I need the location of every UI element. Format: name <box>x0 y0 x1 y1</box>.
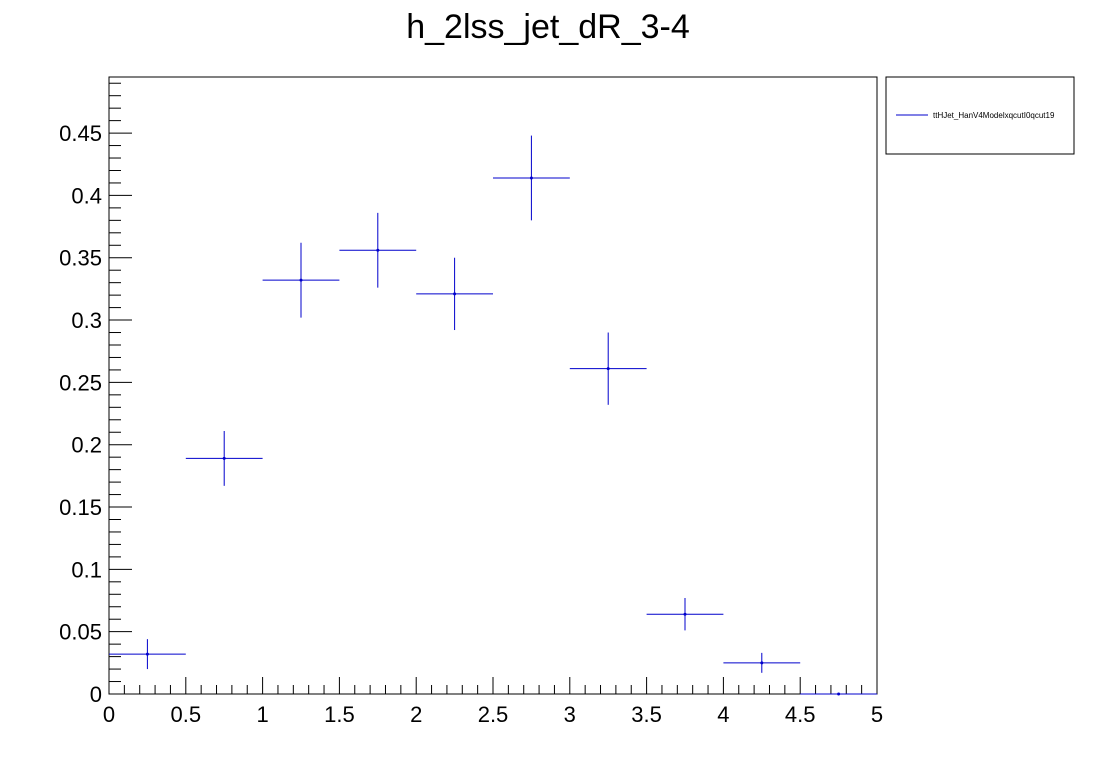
point-marker <box>683 612 687 616</box>
point-marker <box>222 456 226 460</box>
legend-label: ttHJet_HanV4ModelxqcutI0qcut19 <box>933 111 1055 120</box>
data-point <box>416 257 493 331</box>
y-tick-label: 0.4 <box>71 183 102 208</box>
data-point <box>185 430 263 486</box>
x-tick-label: 1.5 <box>324 702 355 727</box>
x-tick-label: 2 <box>410 702 422 727</box>
x-tick-label: 4.5 <box>785 702 816 727</box>
x-tick-label: 0.5 <box>171 702 202 727</box>
data-point <box>493 135 570 221</box>
y-tick-label: 0.3 <box>71 308 102 333</box>
point-marker <box>606 367 610 371</box>
data-point <box>569 332 647 405</box>
y-axis: 0 0.05 0.1 0.15 0.2 0.25 0.3 0.35 0.4 0.45 <box>59 82 132 707</box>
data-point <box>262 242 340 318</box>
point-marker <box>760 661 764 665</box>
data-point <box>723 652 801 673</box>
x-axis: 0 0.5 1 1.5 2 2.5 3 3.5 4 4.5 5 <box>103 677 883 727</box>
y-tick-label: 0.35 <box>59 246 102 271</box>
point-marker <box>837 692 841 696</box>
x-tick-label: 3.5 <box>631 702 662 727</box>
data-point <box>339 212 417 288</box>
y-tick-label: 0.45 <box>59 121 102 146</box>
x-tick-label: 3 <box>564 702 576 727</box>
plot-frame <box>108 76 878 695</box>
legend: ttHJet_HanV4ModelxqcutI0qcut19 <box>885 76 1075 155</box>
data-series <box>109 135 877 696</box>
y-tick-label: 0 <box>90 682 102 707</box>
data-point <box>800 692 877 696</box>
x-tick-label: 4 <box>717 702 729 727</box>
x-tick-label: 2.5 <box>478 702 509 727</box>
point-marker <box>529 176 533 180</box>
x-tick-label: 5 <box>871 702 883 727</box>
point-marker <box>376 248 380 252</box>
x-tick-label: 0 <box>103 702 115 727</box>
y-tick-label: 0.05 <box>59 620 102 645</box>
point-marker <box>453 292 457 296</box>
y-tick-label: 0.2 <box>71 433 102 458</box>
y-tick-label: 0.15 <box>59 495 102 520</box>
y-tick-label: 0.25 <box>59 370 102 395</box>
data-point <box>109 639 186 670</box>
x-tick-label: 1 <box>256 702 268 727</box>
chart-title: h_2lss_jet_dR_3-4 <box>406 8 690 46</box>
data-point <box>646 598 724 631</box>
y-tick-label: 0.1 <box>71 557 102 582</box>
point-marker <box>299 278 303 282</box>
point-marker <box>145 652 149 656</box>
